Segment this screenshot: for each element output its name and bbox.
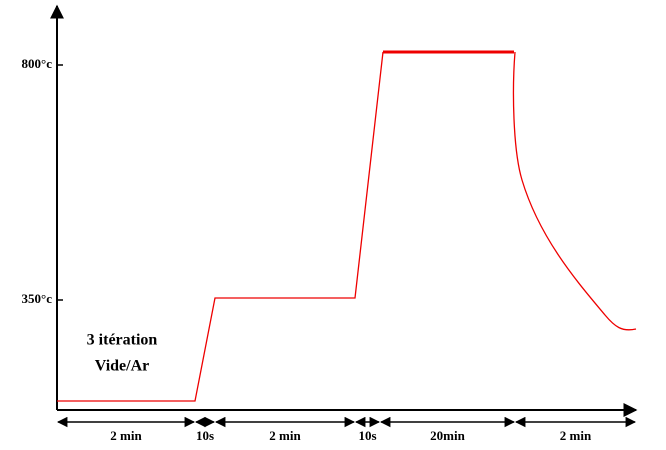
duration-label: 2 min: [110, 428, 142, 443]
annotation: 3 itération: [87, 332, 158, 349]
y-label: 800°c: [22, 56, 53, 71]
duration-label: 2 min: [269, 428, 301, 443]
cooling-curve: [512, 51, 637, 331]
duration-label: 20min: [430, 428, 465, 443]
duration-label: 10s: [196, 428, 214, 443]
duration-label: 2 min: [560, 428, 592, 443]
profile-curve: [57, 51, 384, 402]
y-label: 350°c: [22, 291, 53, 306]
duration-label: 10s: [358, 428, 376, 443]
annotation: Vide/Ar: [95, 358, 150, 375]
